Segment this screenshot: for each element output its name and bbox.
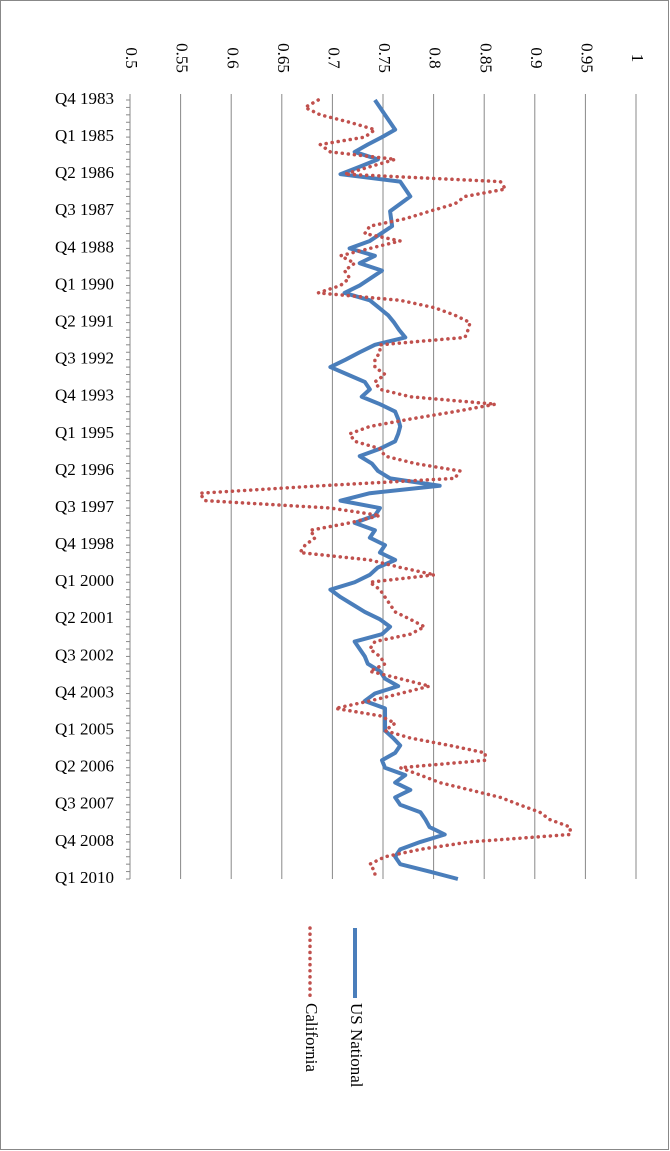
x-tick-label: Q2 2006 (55, 757, 114, 776)
x-tick-label: Q4 2008 (55, 831, 114, 850)
x-tick-label: Q1 2005 (55, 720, 114, 739)
y-tick-label: 0.8 (426, 47, 445, 68)
y-tick-label: 0.9 (527, 47, 546, 68)
x-tick-label: Q3 1992 (55, 349, 114, 368)
y-tick-label: 0.85 (476, 43, 495, 73)
x-tick-label: Q2 1986 (55, 163, 114, 182)
y-tick-label: 0.65 (274, 43, 293, 73)
y-tick-label: 1 (628, 54, 647, 63)
y-tick-label: 0.7 (324, 47, 343, 69)
legend-label: California (302, 1003, 321, 1072)
x-tick-label: Q1 1985 (55, 126, 114, 145)
x-tick-label: Q3 2002 (55, 645, 114, 664)
x-tick-label: Q4 2003 (55, 682, 114, 701)
x-tick-label: Q4 1998 (55, 534, 114, 553)
x-tick-label: Q2 1991 (55, 311, 114, 330)
x-tick-label: Q4 1988 (55, 237, 114, 256)
y-tick-label: 0.55 (173, 43, 192, 73)
x-tick-label: Q1 2010 (55, 868, 114, 887)
x-tick-label: Q3 1987 (55, 200, 115, 219)
x-tick-label: Q3 1997 (55, 497, 115, 516)
x-tick-label: Q1 2000 (55, 571, 114, 590)
y-tick-label: 0.5 (122, 47, 141, 68)
legend-label: US National (347, 1003, 366, 1088)
x-tick-label: Q2 1996 (55, 460, 114, 479)
x-tick-label: Q4 1993 (55, 386, 114, 405)
x-tick-label: Q4 1983 (55, 89, 114, 108)
x-tick-label: Q1 1995 (55, 423, 114, 442)
x-tick-label: Q3 2007 (55, 794, 115, 813)
y-tick-label: 0.6 (223, 47, 242, 68)
y-tick-label: 0.95 (577, 43, 596, 73)
x-tick-label: Q1 1990 (55, 274, 114, 293)
y-tick-label: 0.75 (375, 43, 394, 73)
x-tick-label: Q2 2001 (55, 608, 114, 627)
series-line (328, 98, 459, 881)
